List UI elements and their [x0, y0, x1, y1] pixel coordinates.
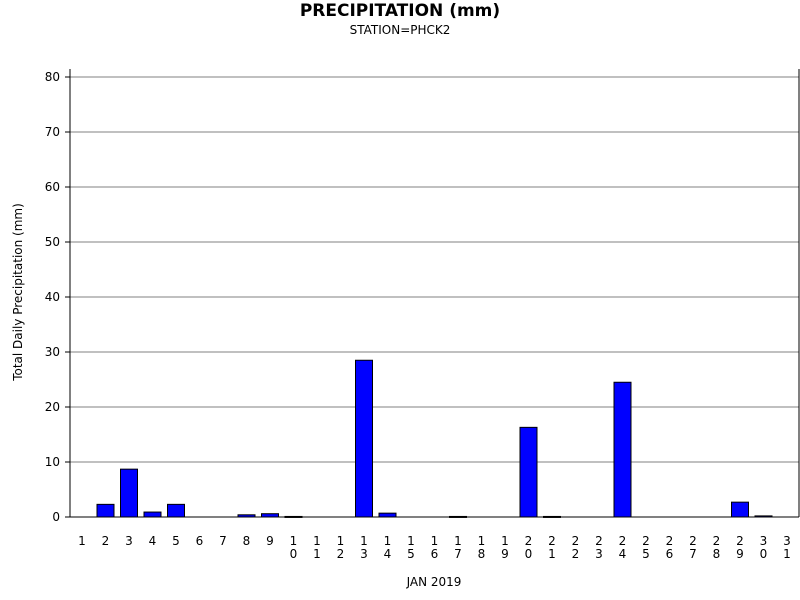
- y-tick-label: 50: [45, 235, 60, 249]
- x-tick-label: 3: [125, 534, 133, 548]
- x-tick-label: 8: [243, 534, 251, 548]
- x-tick-label: 9: [266, 534, 274, 548]
- bar: [167, 503, 185, 518]
- y-tick-label: 80: [45, 70, 60, 84]
- bar: [143, 511, 162, 518]
- bar: [519, 426, 538, 518]
- y-tick-label: 0: [52, 510, 60, 524]
- y-tick-label: 10: [45, 455, 60, 469]
- x-tick-label: 4: [149, 534, 157, 548]
- y-tick-label: 20: [45, 400, 60, 414]
- bars: [96, 359, 773, 518]
- bar: [355, 359, 373, 518]
- gridlines: [70, 76, 799, 463]
- bar: [120, 468, 138, 518]
- y-tick-label: 70: [45, 125, 60, 139]
- axes: [65, 69, 800, 518]
- x-tick-label: 5: [172, 534, 180, 548]
- bar: [731, 501, 749, 518]
- x-tick-label: 6: [196, 534, 204, 548]
- y-tick-label: 40: [45, 290, 60, 304]
- x-tick-label: 7: [219, 534, 227, 548]
- y-tick-label: 30: [45, 345, 60, 359]
- chart-subtitle: STATION=PHCK2: [349, 23, 451, 37]
- chart-title: PRECIPITATION (mm): [299, 1, 501, 21]
- y-axis-label: Total Daily Precipitation (mm): [11, 203, 25, 382]
- x-tick-label: 2: [102, 534, 110, 548]
- x-tick-label: 1: [78, 534, 86, 548]
- bar: [378, 512, 397, 518]
- bar: [96, 503, 115, 518]
- x-axis-label: JAN 2019: [406, 575, 462, 589]
- bar: [613, 381, 632, 518]
- y-tick-label: 60: [45, 180, 60, 194]
